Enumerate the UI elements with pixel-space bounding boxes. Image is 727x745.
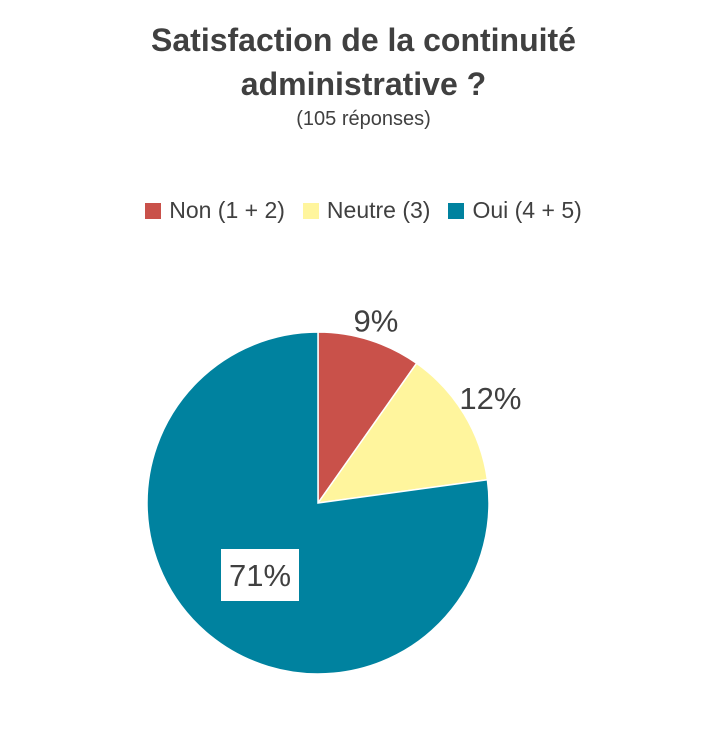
pie-label-neutre: 12% bbox=[459, 381, 521, 416]
legend-label-neutre: Neutre (3) bbox=[326, 197, 431, 223]
legend-item-neutre: Neutre (3) bbox=[302, 197, 431, 224]
legend-label-non: Non (1 + 2) bbox=[169, 197, 285, 223]
chart-legend: Non (1 + 2) Neutre (3) Oui (4 + 5) bbox=[0, 197, 727, 224]
pie-label-oui: 71% bbox=[229, 558, 291, 593]
chart-subtitle: (105 réponses) bbox=[296, 108, 431, 130]
pie-label-non: 9% bbox=[354, 303, 399, 338]
chart-title-line-1: Satisfaction de la continuité bbox=[151, 22, 576, 58]
pie-label-bg-oui bbox=[221, 549, 299, 601]
pie-labels: 9% 12% 71% bbox=[221, 303, 521, 601]
chart-title-line-2: administrative ? bbox=[240, 66, 487, 102]
legend-swatch-oui bbox=[448, 202, 465, 219]
pie-slices bbox=[146, 331, 490, 675]
legend-item-non: Non (1 + 2) bbox=[145, 197, 285, 224]
chart-title: Satisfaction de la continuité administra… bbox=[0, 18, 727, 106]
legend-swatch-non bbox=[145, 202, 162, 219]
legend-label-oui: Oui (4 + 5) bbox=[472, 197, 582, 223]
legend-item-oui: Oui (4 + 5) bbox=[448, 197, 582, 224]
pie-slice-neutre bbox=[316, 362, 489, 504]
legend-swatch-neutre bbox=[302, 202, 319, 219]
pie-slice-non bbox=[317, 331, 418, 506]
